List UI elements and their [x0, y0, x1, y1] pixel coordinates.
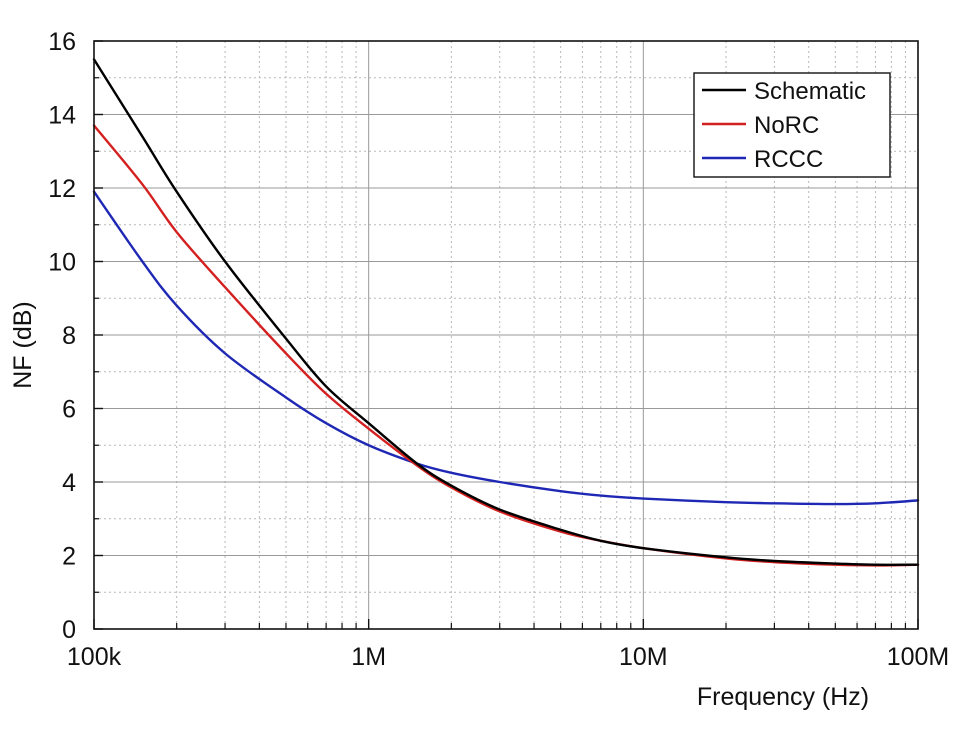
legend-label-norc: NoRC [754, 112, 819, 139]
major-gridlines [94, 41, 918, 629]
series-line-rccc [92, 190, 920, 506]
y-tick-label: 2 [62, 543, 76, 571]
y-tick-label: 14 [48, 102, 76, 130]
y-tick-label: 16 [48, 28, 76, 56]
y-tick-label: 12 [48, 175, 76, 203]
y-tick-label: 4 [62, 469, 76, 497]
x-tick-label: 10M [619, 643, 668, 671]
y-tick-label: 10 [48, 249, 76, 277]
legend: Schematic NoRC RCCC [693, 72, 891, 178]
x-tick-label: 1M [351, 643, 386, 671]
x-tick-label: 100k [67, 643, 122, 671]
x-axis-title: Frequency (Hz) [697, 683, 869, 711]
y-axis-title: NF (dB) [9, 301, 37, 389]
plot-frame [93, 40, 919, 630]
series-line-schematic [92, 58, 920, 566]
x-tick-label: 100M [887, 643, 950, 671]
tick-labels: 100k 1M 10M 100M 0 2 4 6 8 10 12 14 16 [48, 28, 949, 671]
y-tick-label: 0 [62, 616, 76, 644]
y-tick-label: 8 [62, 322, 76, 350]
legend-label-rccc: RCCC [754, 146, 823, 173]
y-tick-label: 6 [62, 396, 76, 424]
series-layer [92, 58, 920, 567]
legend-label-schematic: Schematic [754, 78, 866, 105]
minor-gridlines [94, 41, 918, 629]
